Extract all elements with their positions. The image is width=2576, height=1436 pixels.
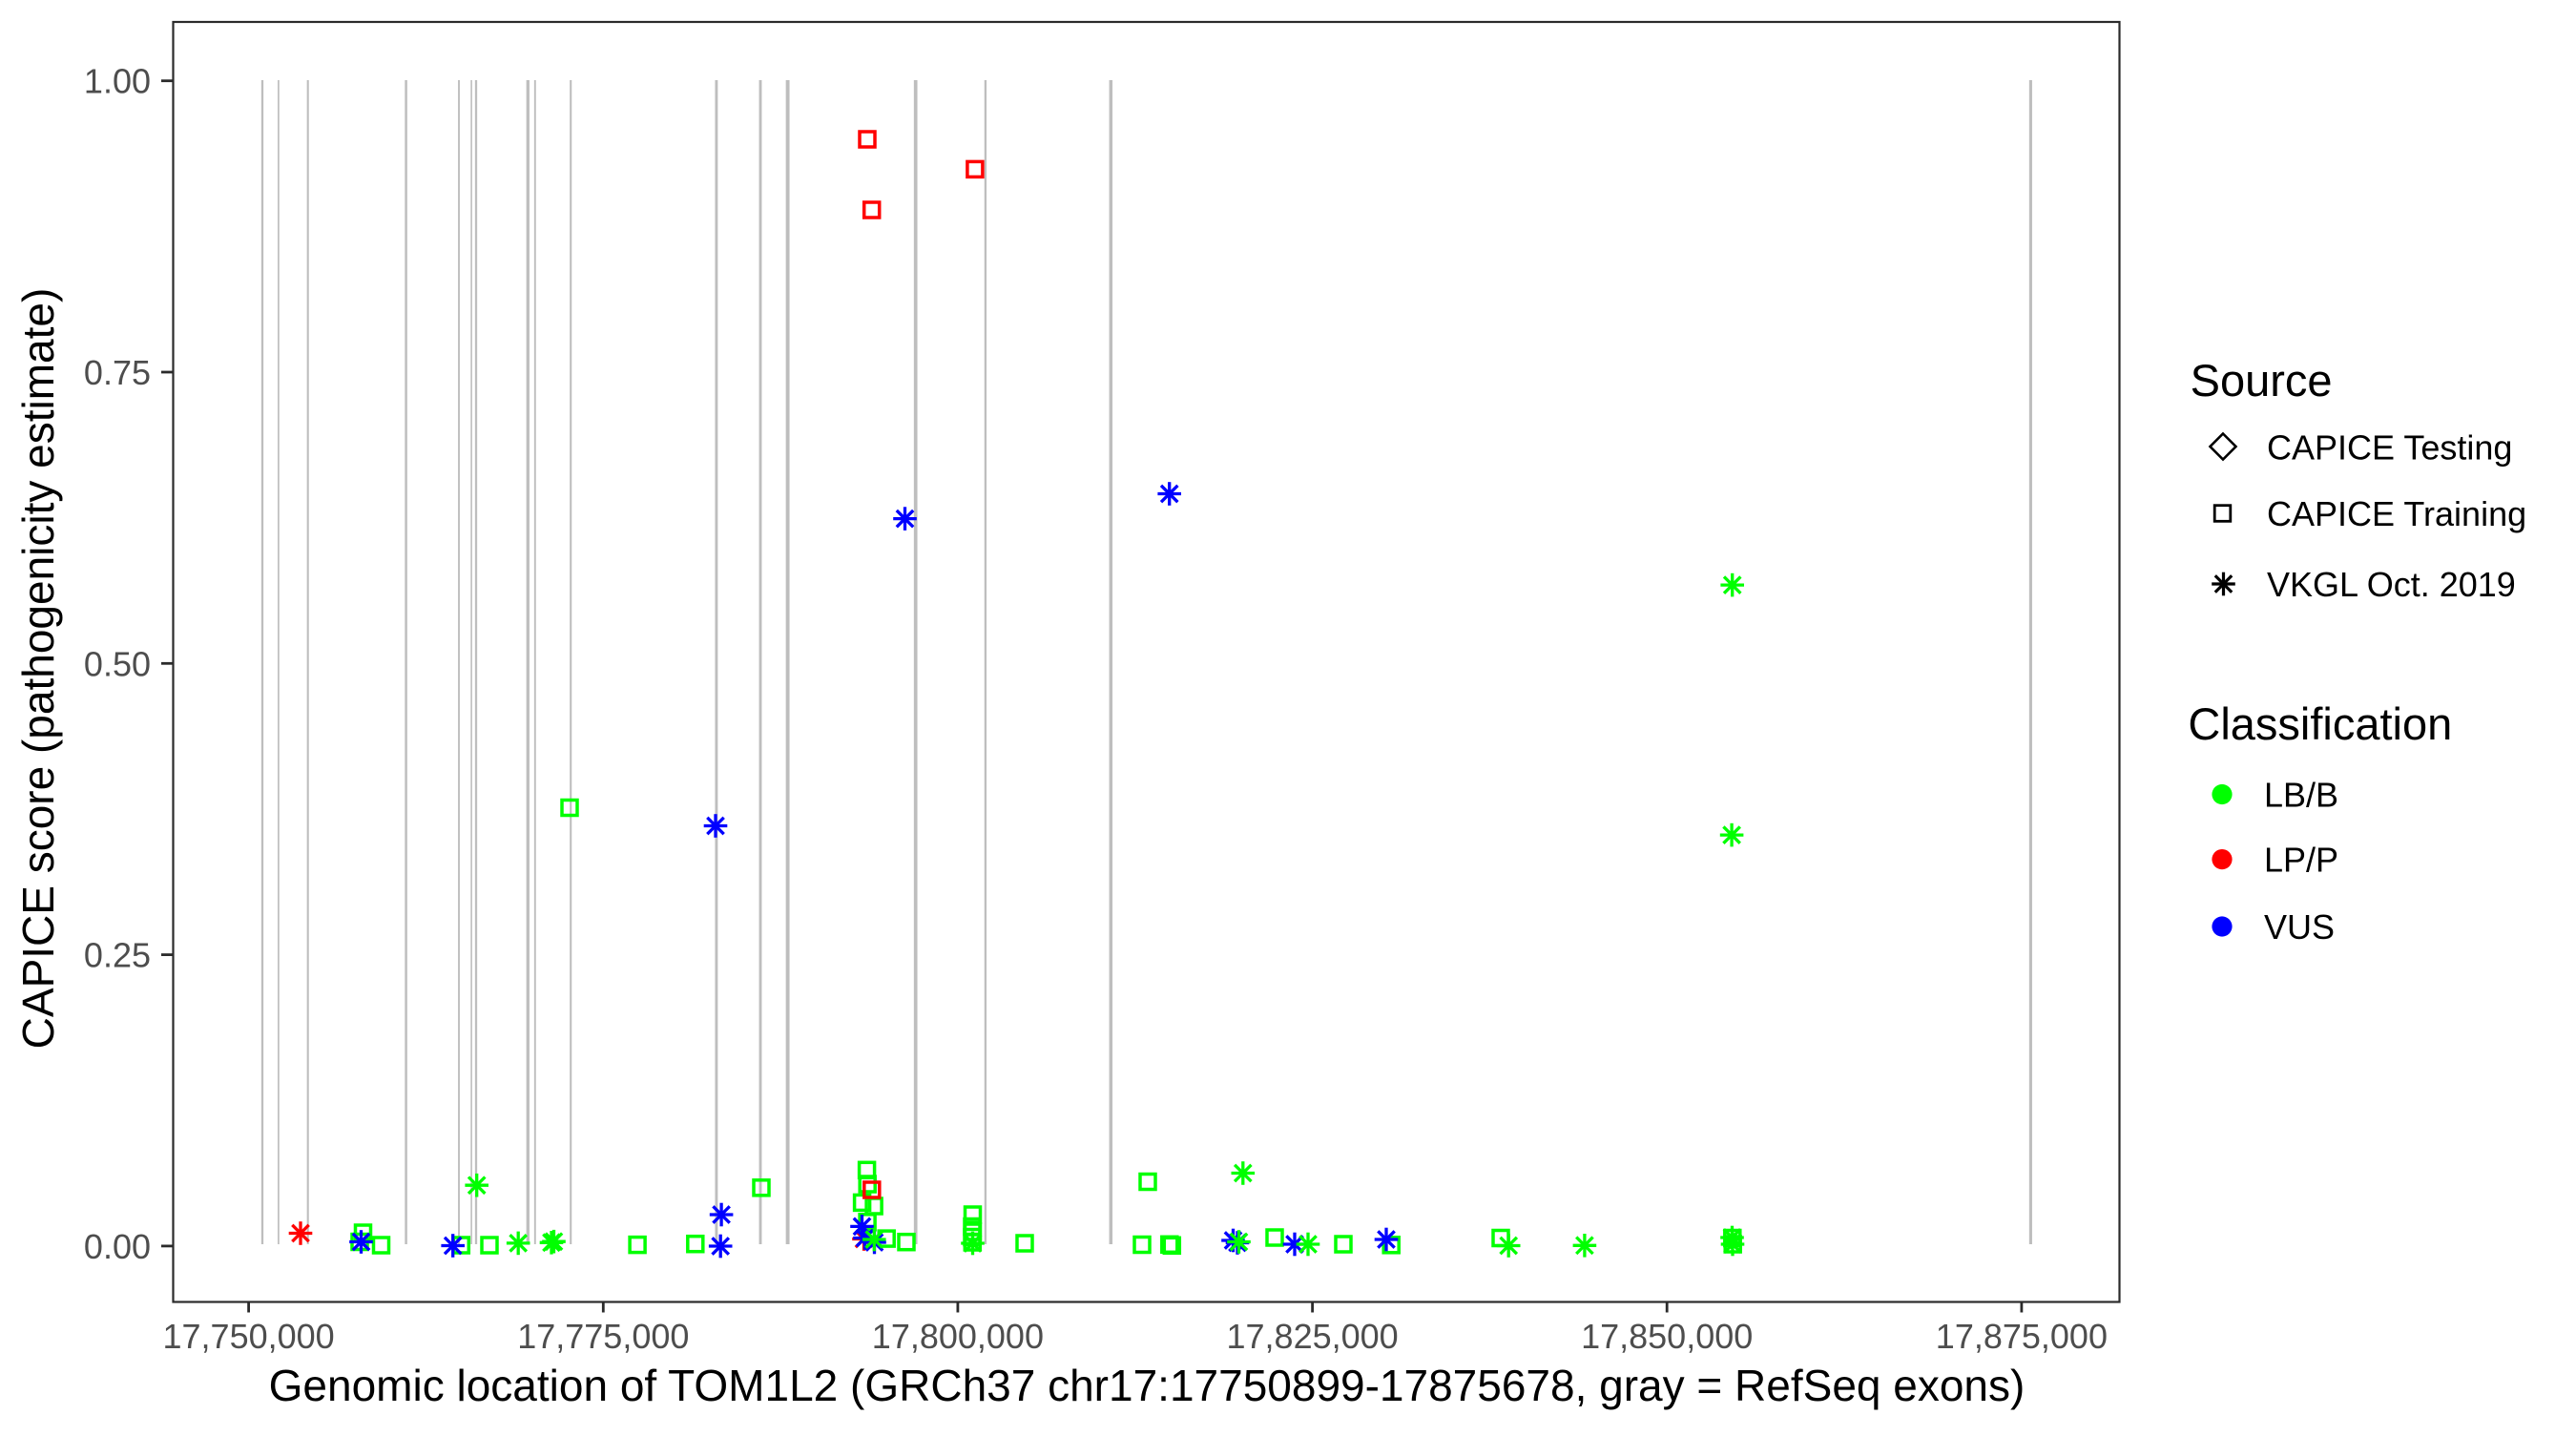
svg-text:17,850,000: 17,850,000 xyxy=(1581,1317,1753,1356)
svg-text:17,825,000: 17,825,000 xyxy=(1227,1317,1399,1356)
svg-text:0.50: 0.50 xyxy=(84,644,151,683)
svg-text:0.25: 0.25 xyxy=(84,936,151,975)
svg-text:VUS: VUS xyxy=(2264,907,2335,947)
svg-text:VKGL Oct. 2019: VKGL Oct. 2019 xyxy=(2267,565,2516,604)
svg-text:CAPICE score (pathogenicity es: CAPICE score (pathogenicity estimate) xyxy=(13,288,63,1050)
svg-text:Genomic location of TOM1L2 (GR: Genomic location of TOM1L2 (GRCh37 chr17… xyxy=(269,1361,2025,1410)
svg-text:1.00: 1.00 xyxy=(84,62,151,101)
svg-text:Source: Source xyxy=(2191,355,2333,406)
svg-text:0.75: 0.75 xyxy=(84,353,151,392)
svg-text:17,775,000: 17,775,000 xyxy=(517,1317,689,1356)
svg-text:17,800,000: 17,800,000 xyxy=(872,1317,1044,1356)
svg-text:Classification: Classification xyxy=(2188,698,2452,749)
svg-text:CAPICE Testing: CAPICE Testing xyxy=(2267,428,2512,468)
svg-text:17,875,000: 17,875,000 xyxy=(1936,1317,2108,1356)
svg-text:CAPICE Training: CAPICE Training xyxy=(2267,494,2526,533)
svg-text:0.00: 0.00 xyxy=(84,1227,151,1266)
svg-text:17,750,000: 17,750,000 xyxy=(163,1317,335,1356)
svg-text:LP/P: LP/P xyxy=(2264,841,2338,880)
svg-text:LB/B: LB/B xyxy=(2264,776,2338,815)
